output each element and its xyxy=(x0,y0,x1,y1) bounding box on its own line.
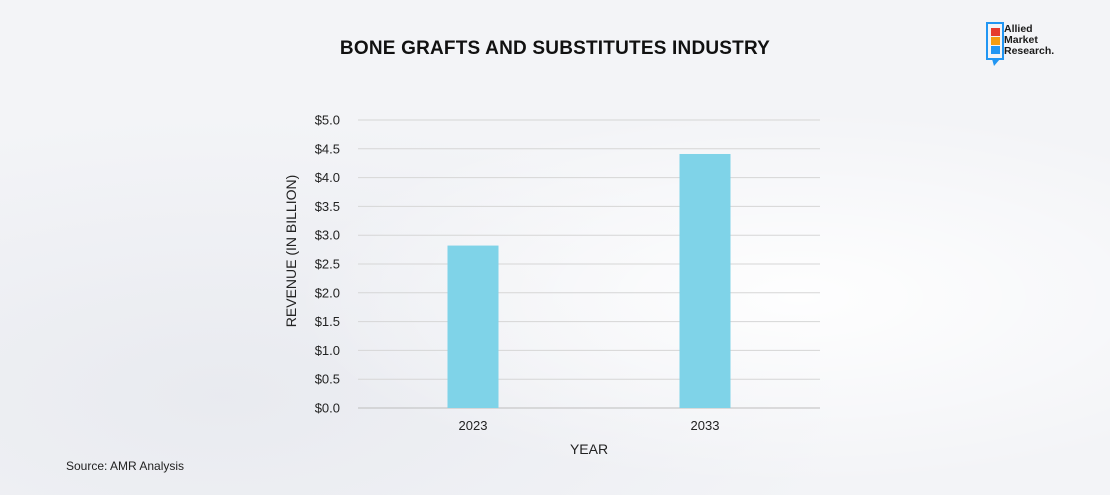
y-tick-label: $2.5 xyxy=(315,257,340,272)
bar-2023 xyxy=(447,245,499,408)
y-tick-label: $2.0 xyxy=(315,285,340,300)
y-tick-label: $4.0 xyxy=(315,170,340,185)
chart-title: BONE GRAFTS AND SUBSTITUTES INDUSTRY xyxy=(339,38,771,59)
bars xyxy=(447,153,731,408)
y-tick-label: $3.0 xyxy=(315,228,340,243)
source-note: Source: AMR Analysis xyxy=(66,459,185,473)
logo-line-2: Market xyxy=(1004,34,1038,46)
x-tick-label: 2023 xyxy=(459,418,488,433)
allied-market-research-logo: Allied Market Research. xyxy=(986,22,1076,68)
x-axis-label: YEAR xyxy=(570,441,608,457)
y-tick-label: $0.5 xyxy=(315,372,340,387)
bar-2033 xyxy=(679,153,731,408)
logo-mark-icon xyxy=(986,22,1004,66)
logo-line-3: Research. xyxy=(1004,45,1055,57)
y-tick-label: $3.5 xyxy=(315,199,340,214)
logo-line-1: Allied xyxy=(1004,23,1033,35)
y-tick-label: $5.0 xyxy=(315,113,340,128)
y-tick-label: $4.5 xyxy=(315,141,340,156)
y-tick-label: $1.0 xyxy=(315,343,340,358)
x-tick-label: 2033 xyxy=(691,418,720,433)
y-tick-label: $1.5 xyxy=(315,314,340,329)
logo-text: Allied Market Research. xyxy=(1004,24,1054,57)
y-axis-label: REVENUE (IN BILLION) xyxy=(283,175,299,327)
y-tick-label: $0.0 xyxy=(315,401,340,416)
gridlines xyxy=(358,119,820,409)
x-axis-ticks: 2023 2033 xyxy=(459,418,720,433)
y-axis-ticks: $0.0 $0.5 $1.0 $1.5 $2.0 $2.5 $3.0 $3.5 $4.0 $4.5… xyxy=(315,113,340,416)
